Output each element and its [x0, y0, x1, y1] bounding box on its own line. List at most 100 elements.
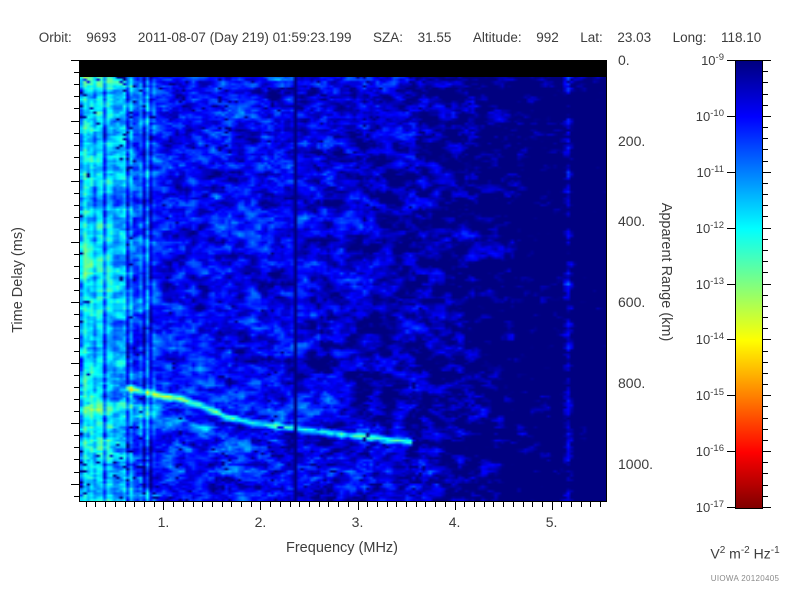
y-axis-tick-minor [74, 411, 79, 412]
altitude-label: Altitude: [472, 30, 522, 45]
units-v-exponent: 2 [719, 545, 726, 556]
x-axis-tick-minor [193, 502, 194, 507]
x-axis-tick-label: 5. [545, 514, 558, 530]
x-axis-tick-minor [86, 502, 87, 507]
x-axis-tick-minor [590, 502, 591, 507]
colorbar-tick-label: 10-12 [695, 219, 724, 236]
colorbar-tick-major [727, 228, 735, 229]
y-axis-tick-minor [74, 108, 79, 109]
y-axis-tick-minor [74, 472, 79, 473]
colorbar-tick-major [763, 451, 771, 452]
colorbar-units-label: V2 m-2 Hz-1 [710, 545, 779, 562]
orbit-label: Orbit: [38, 30, 72, 45]
colorbar-tick-major [727, 60, 735, 61]
x-axis-title: Frequency (MHz) [286, 540, 398, 556]
colorbar-tick-minor [763, 94, 768, 95]
y-axis-tick-major [71, 121, 79, 122]
orbit-value: 9693 [86, 30, 117, 45]
colorbar-tick-minor [763, 485, 768, 486]
colorbar-tick-minor [763, 473, 768, 474]
header-info-bar: Orbit: 9693 2011-08-07 (Day 219) 01:59:2… [0, 30, 800, 50]
units-m: m [725, 545, 741, 562]
x-axis-tick-label: 1. [157, 514, 170, 530]
y-axis-tick-major [71, 363, 79, 364]
x-axis-tick-minor [144, 502, 145, 507]
y-axis-tick-minor [74, 278, 79, 279]
lat-label: Lat: [580, 30, 603, 45]
x-axis-tick-minor [173, 502, 174, 507]
x-axis-tick-minor [445, 502, 446, 507]
x-axis-tick-major [358, 502, 359, 510]
colorbar-tick-minor [763, 440, 768, 441]
colorbar-tick-minor [763, 384, 768, 385]
x-axis-tick-minor [493, 502, 494, 507]
x-axis-tick-minor [377, 502, 378, 507]
x-axis-tick-minor [299, 502, 300, 507]
long-value: 118.10 [720, 30, 762, 45]
lat-value: 23.03 [617, 30, 652, 45]
x-axis-tick-minor [367, 502, 368, 507]
x-axis-tick-minor [464, 502, 465, 507]
x-axis-tick-minor [115, 502, 116, 507]
y-axis-tick-major [71, 423, 79, 424]
colorbar-tick-minor [763, 351, 768, 352]
x-axis-tick-major [163, 502, 164, 510]
x-axis-tick-minor [581, 502, 582, 507]
units-v: V [710, 545, 720, 562]
x-axis-tick-label: 4. [448, 514, 461, 530]
y-right-tick-label: 400. [618, 213, 646, 230]
colorbar-tick-label: 10-10 [695, 107, 724, 125]
y-axis-tick-major [71, 302, 79, 303]
colorbar-tick-major [763, 507, 771, 508]
x-axis-tick-label: 3. [351, 514, 364, 530]
colorbar-tick-minor [763, 194, 768, 195]
x-axis-tick-major [260, 502, 261, 510]
y-axis-tick-major [71, 181, 79, 182]
x-axis-tick-minor [523, 502, 524, 507]
x-axis-tick-minor [532, 502, 533, 507]
colorbar-tick-minor [763, 373, 768, 374]
y-axis-tick-minor [74, 266, 79, 267]
units-m-exponent: -2 [740, 545, 750, 556]
y-right-tick-label: 200. [618, 132, 646, 149]
x-axis-tick-minor [309, 502, 310, 507]
colorbar-tick-major [763, 284, 771, 285]
x-axis-tick-minor [435, 502, 436, 507]
y-axis-tick-minor [74, 351, 79, 352]
y-axis-tick-minor [74, 435, 79, 436]
x-axis-tick-minor [561, 502, 562, 507]
x-axis-tick-minor [241, 502, 242, 507]
x-axis-tick-minor [571, 502, 572, 507]
x-axis-tick-minor [542, 502, 543, 507]
colorbar-tick-major [727, 395, 735, 396]
colorbar-tick-major [763, 60, 771, 61]
colorbar-tick-minor [763, 161, 768, 162]
x-axis-tick-minor [290, 502, 291, 507]
colorbar-tick-minor [763, 138, 768, 139]
y-axis-tick-minor [74, 459, 79, 460]
y-axis-tick-major [71, 484, 79, 485]
altitude-value: 992 [536, 30, 559, 45]
y-axis-tick-minor [74, 205, 79, 206]
y-axis-tick-minor [74, 229, 79, 230]
colorbar-tick-minor [763, 261, 768, 262]
colorbar-tick-label: 10-16 [695, 442, 724, 460]
y-axis-tick-minor [74, 193, 79, 194]
y-axis-tick-major [71, 60, 79, 61]
units-hz-exponent: -1 [770, 545, 780, 556]
colorbar-tick-minor [763, 317, 768, 318]
institution-credit: UIOWA 20120405 [710, 574, 780, 583]
y-axis-tick-minor [74, 314, 79, 315]
colorbar-tick-minor [763, 149, 768, 150]
long-label: Long: [672, 30, 707, 45]
colorbar-tick-minor [763, 105, 768, 106]
y-axis-tick-major [71, 242, 79, 243]
x-axis-tick-minor [387, 502, 388, 507]
spectrogram-heatmap [80, 61, 606, 501]
x-axis-tick-minor [105, 502, 106, 507]
x-axis-tick-minor [134, 502, 135, 507]
x-axis-tick-minor [319, 502, 320, 507]
colorbar-tick-minor [763, 216, 768, 217]
x-axis-tick-minor [600, 502, 601, 507]
